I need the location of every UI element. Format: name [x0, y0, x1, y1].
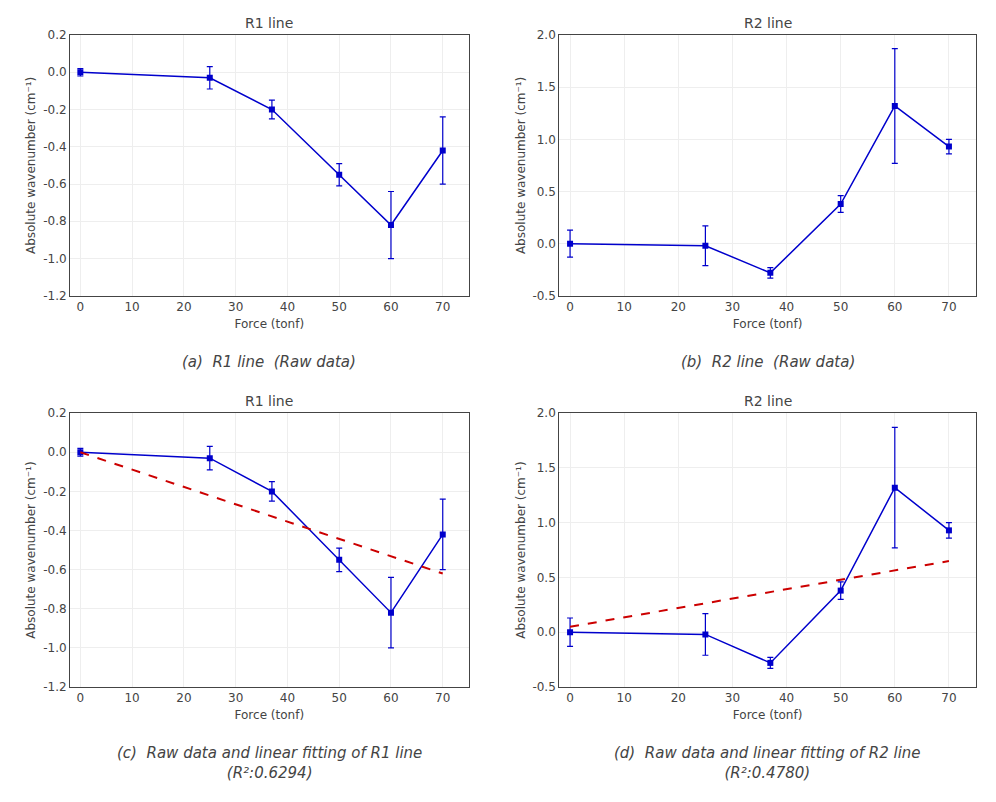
svg-text:40: 40: [280, 691, 295, 705]
svg-text:(a) R1 line (Raw data): (a) R1 line (Raw data): [182, 353, 356, 371]
svg-text:Force (tonf): Force (tonf): [733, 708, 803, 722]
svg-text:60: 60: [887, 300, 902, 314]
svg-text:0.0: 0.0: [537, 625, 556, 639]
svg-text:30: 30: [228, 300, 243, 314]
svg-text:0.0: 0.0: [48, 65, 67, 79]
svg-text:-0.4: -0.4: [43, 524, 66, 538]
svg-text:-0.6: -0.6: [43, 177, 66, 191]
svg-text:10: 10: [124, 691, 139, 705]
svg-text:0.0: 0.0: [48, 445, 67, 459]
svg-text:(b) R2 line (Raw data): (b) R2 line (Raw data): [681, 353, 855, 371]
svg-text:R1 line: R1 line: [245, 393, 293, 409]
svg-text:20: 20: [176, 300, 191, 314]
svg-text:-0.8: -0.8: [43, 602, 66, 616]
svg-text:-0.2: -0.2: [43, 103, 66, 117]
svg-text:50: 50: [332, 691, 347, 705]
svg-text:70: 70: [435, 691, 450, 705]
svg-text:1.0: 1.0: [537, 516, 556, 530]
svg-text:Force (tonf): Force (tonf): [235, 317, 305, 331]
svg-text:10: 10: [124, 300, 139, 314]
svg-text:70: 70: [941, 691, 956, 705]
svg-text:-0.5: -0.5: [532, 680, 555, 694]
svg-text:0: 0: [566, 691, 574, 705]
svg-text:-1.2: -1.2: [43, 289, 66, 303]
svg-text:R2 line: R2 line: [744, 393, 792, 409]
svg-text:30: 30: [725, 300, 740, 314]
svg-text:0.5: 0.5: [537, 185, 556, 199]
svg-text:-0.8: -0.8: [43, 214, 66, 228]
svg-text:0: 0: [77, 300, 85, 314]
svg-text:(c) Raw data and linear fitti: (c) Raw data and linear fitting of R1 li…: [117, 744, 422, 782]
svg-text:Force (tonf): Force (tonf): [235, 708, 305, 722]
svg-text:40: 40: [779, 691, 794, 705]
svg-text:0.2: 0.2: [48, 406, 67, 420]
svg-text:Force (tonf): Force (tonf): [733, 317, 803, 331]
svg-text:0.5: 0.5: [537, 571, 556, 585]
svg-text:60: 60: [887, 691, 902, 705]
svg-text:R1 line: R1 line: [245, 15, 293, 31]
svg-text:40: 40: [779, 300, 794, 314]
svg-text:1.5: 1.5: [537, 80, 556, 94]
svg-text:Absolute wavenumber (cm⁻¹): Absolute wavenumber (cm⁻¹): [514, 77, 528, 254]
svg-text:60: 60: [383, 300, 398, 314]
svg-text:30: 30: [725, 691, 740, 705]
svg-text:Absolute wavenumber (cm⁻¹): Absolute wavenumber (cm⁻¹): [24, 461, 38, 638]
svg-text:-1.2: -1.2: [43, 680, 66, 694]
svg-text:2.0: 2.0: [537, 28, 556, 42]
svg-text:(d) Raw data and linear fitti: (d) Raw data and linear fitting of R2 li…: [614, 744, 921, 782]
svg-text:-1.0: -1.0: [43, 641, 66, 655]
svg-text:Absolute wavenumber (cm⁻¹): Absolute wavenumber (cm⁻¹): [514, 461, 528, 638]
svg-text:-0.4: -0.4: [43, 140, 66, 154]
svg-text:50: 50: [833, 300, 848, 314]
svg-text:0.2: 0.2: [48, 28, 67, 42]
svg-text:0.0: 0.0: [537, 237, 556, 251]
svg-text:20: 20: [671, 300, 686, 314]
svg-text:70: 70: [435, 300, 450, 314]
svg-text:Absolute wavenumber (cm⁻¹): Absolute wavenumber (cm⁻¹): [24, 77, 38, 254]
svg-text:60: 60: [383, 691, 398, 705]
svg-text:10: 10: [617, 691, 632, 705]
svg-text:40: 40: [280, 300, 295, 314]
svg-text:20: 20: [176, 691, 191, 705]
svg-text:-1.0: -1.0: [43, 252, 66, 266]
svg-text:50: 50: [833, 691, 848, 705]
svg-text:0: 0: [77, 691, 85, 705]
svg-text:30: 30: [228, 691, 243, 705]
svg-text:1.0: 1.0: [537, 133, 556, 147]
svg-text:70: 70: [941, 300, 956, 314]
svg-text:-0.2: -0.2: [43, 485, 66, 499]
svg-text:-0.6: -0.6: [43, 563, 66, 577]
svg-text:0: 0: [566, 300, 574, 314]
svg-text:2.0: 2.0: [537, 406, 556, 420]
svg-text:10: 10: [617, 300, 632, 314]
svg-text:1.5: 1.5: [537, 461, 556, 475]
svg-text:R2 line: R2 line: [744, 15, 792, 31]
svg-text:-0.5: -0.5: [532, 289, 555, 303]
svg-text:50: 50: [332, 300, 347, 314]
svg-text:20: 20: [671, 691, 686, 705]
